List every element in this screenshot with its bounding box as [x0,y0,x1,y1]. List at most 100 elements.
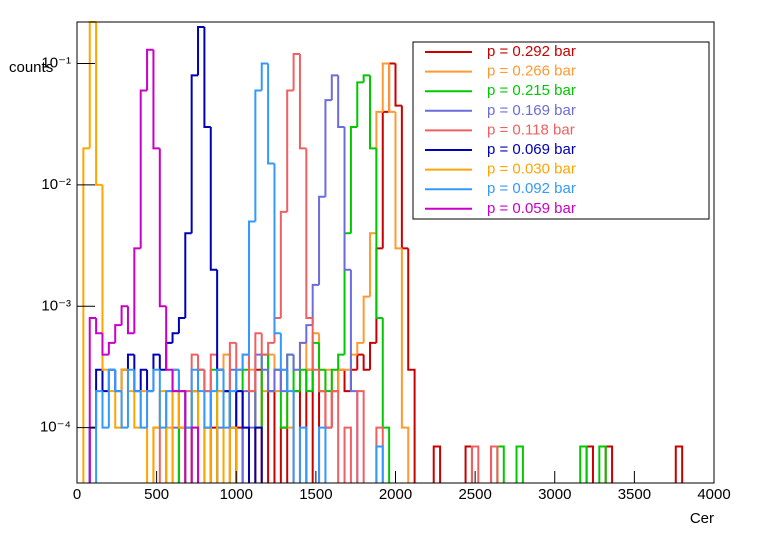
x-axis-label: Cer [690,510,714,527]
histogram-bin [120,391,128,429]
legend: p = 0.292 bar p = 0.266 bar p = 0.215 bar p… [425,43,576,217]
histogram-bin [171,369,179,393]
histogram-bin [228,426,238,483]
histogram-bin [216,368,224,392]
histogram-bin [101,333,109,356]
legend-label: p = 0.292 bar [487,43,576,60]
histogram-bin [152,426,160,483]
histogram-bin [279,210,288,319]
histogram-bin [318,369,326,393]
histogram-bin [114,324,122,343]
histogram-bin [311,283,320,326]
histogram-bin [381,318,391,483]
histogram-bin [337,75,345,129]
x-tick-label: 4000 [697,486,730,503]
histogram-bin [330,74,339,101]
histogram-bin [407,248,416,483]
histogram-bin [286,89,294,212]
legend-label: p = 0.169 bar [487,102,576,119]
histogram-bin [362,74,371,83]
histogram-bin [190,368,199,428]
histogram-bin [394,63,402,107]
histogram-bin [235,368,243,392]
histogram-bin [139,368,148,392]
histogram-bin [228,390,237,428]
histogram-bin [369,341,377,370]
histogram-bin [158,369,167,429]
histogram-bin [158,148,167,308]
histogram-bin [254,426,263,483]
histogram-bin [190,74,199,234]
histogram-bin [177,317,186,334]
histogram-bin [298,426,308,483]
histogram-bin [311,318,320,371]
histogram-bin [95,318,103,335]
x-tick-label: 3500 [618,486,651,503]
plot-area [82,21,684,483]
histogram-bin [126,368,135,428]
legend-label: p = 0.059 bar [487,200,576,217]
histogram-bin [267,63,275,165]
histogram-bin [305,148,313,320]
histogram-bin [305,369,313,393]
histogram-bin [400,105,409,250]
histogram-bin [318,342,326,371]
histogram-bin [267,341,275,355]
histogram-bin [279,426,289,483]
histogram-bin [343,426,352,483]
histogram-bin [298,53,307,150]
histogram-bin [381,62,390,112]
histogram-bin [146,390,154,428]
histogram-bin [228,341,237,392]
histogram-bin [356,390,365,483]
histogram-bin [197,354,205,371]
histogram-bin [209,353,218,392]
histogram-bin [674,445,684,483]
histogram-bin [305,324,313,343]
histogram-bin [126,353,135,370]
legend-label: p = 0.069 bar [487,141,576,158]
histogram-bin [362,354,371,371]
histogram-bin [292,354,300,371]
histogram-bin [152,49,160,150]
histogram-bin [470,445,480,483]
histogram-bin [247,354,256,393]
histogram-bin [260,333,269,356]
histogram-bin [247,220,256,355]
histogram-bin [292,52,300,91]
histogram-bin [101,391,109,429]
histogram-bin [330,390,340,483]
histogram-bin [107,341,116,355]
histogram-bin [241,353,249,370]
histogram-bin [177,369,186,393]
histogram-bin [139,89,148,249]
histogram-bin [273,163,281,335]
histogram-bin [222,369,230,429]
histogram-bin [178,390,187,483]
axes: 0 500 1000 1500 2000 2500 3000 3500 4000 10⁻⁴ 10⁻³… [40,55,731,503]
histogram-bin [318,426,327,483]
histogram-bin [126,306,135,335]
histogram-bin [203,391,211,429]
histogram-bin [165,390,173,428]
histogram-bin [107,368,116,428]
histogram-bin [369,232,377,297]
histogram-bin [490,445,499,483]
histogram-bin [152,368,160,392]
histogram-bin [82,147,90,483]
histogram-bin [375,445,384,483]
histogram [88,48,200,483]
histogram-bin [254,332,262,392]
histogram-bin [146,48,154,91]
histogram-bin [216,390,225,483]
histogram-bin [260,354,269,371]
histogram-bin [133,369,141,393]
y-tick-label: 10⁻² [41,176,71,193]
histogram-bin [133,391,141,429]
y-tick-label: 10⁻⁴ [40,419,71,436]
histogram-bin [388,63,396,113]
y-tick-label: 10⁻¹ [41,55,71,72]
histogram-bin [197,369,205,393]
histogram-bin [120,305,128,326]
